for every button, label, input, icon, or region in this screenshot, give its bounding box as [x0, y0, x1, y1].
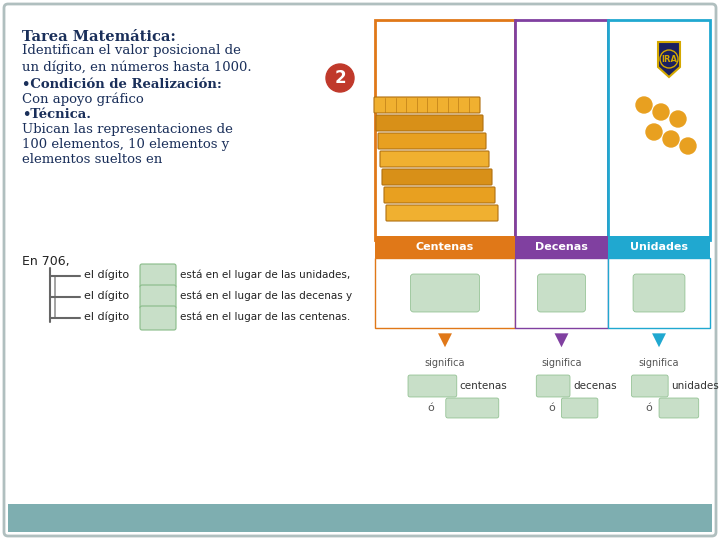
Bar	[608, 20, 710, 240]
Circle shape	[646, 124, 662, 140]
Text: significa: significa	[541, 358, 582, 368]
Text: 2: 2	[334, 69, 346, 87]
Text: Con apoyo gráfico: Con apoyo gráfico	[22, 93, 144, 106]
Text: el dígito: el dígito	[84, 291, 129, 301]
Text: significa: significa	[639, 358, 679, 368]
Text: •Técnica.: •Técnica.	[22, 108, 91, 121]
Circle shape	[680, 138, 696, 154]
FancyBboxPatch shape	[538, 274, 585, 312]
FancyBboxPatch shape	[631, 375, 668, 397]
Bar	[515, 258, 608, 328]
Text: Tarea Matemática:: Tarea Matemática:	[22, 30, 176, 44]
FancyBboxPatch shape	[382, 169, 492, 185]
FancyBboxPatch shape	[384, 187, 495, 203]
Circle shape	[670, 111, 686, 127]
Text: IRA: IRA	[661, 55, 677, 64]
FancyBboxPatch shape	[386, 205, 498, 221]
Text: el dígito: el dígito	[84, 270, 129, 280]
FancyBboxPatch shape	[562, 398, 598, 418]
Text: Ubican las representaciones de: Ubican las representaciones de	[22, 123, 233, 136]
Bar	[375, 236, 515, 258]
Bar	[515, 20, 608, 240]
FancyBboxPatch shape	[374, 97, 480, 113]
FancyBboxPatch shape	[140, 306, 176, 330]
Text: ó: ó	[549, 403, 556, 413]
Bar	[608, 258, 710, 328]
Polygon shape	[658, 42, 680, 77]
FancyBboxPatch shape	[140, 264, 176, 288]
Text: Decenas: Decenas	[535, 242, 588, 252]
Bar	[608, 236, 710, 258]
Text: centenas: centenas	[460, 381, 508, 391]
FancyBboxPatch shape	[380, 151, 489, 167]
Bar	[375, 20, 515, 240]
FancyBboxPatch shape	[376, 115, 483, 131]
Bar	[515, 236, 608, 258]
FancyBboxPatch shape	[659, 398, 698, 418]
Text: el dígito: el dígito	[84, 312, 129, 322]
FancyBboxPatch shape	[378, 133, 486, 149]
FancyBboxPatch shape	[408, 375, 456, 397]
Text: está en el lugar de las unidades,: está en el lugar de las unidades,	[180, 270, 350, 280]
Text: unidades: unidades	[671, 381, 719, 391]
Text: elementos sueltos en: elementos sueltos en	[22, 153, 162, 166]
Text: Centenas: Centenas	[416, 242, 474, 252]
FancyBboxPatch shape	[410, 274, 480, 312]
Circle shape	[663, 131, 679, 147]
Text: ó: ó	[645, 403, 652, 413]
Text: un dígito, en números hasta 1000.: un dígito, en números hasta 1000.	[22, 60, 251, 73]
Text: Identifican el valor posicional de: Identifican el valor posicional de	[22, 44, 241, 57]
Circle shape	[653, 104, 669, 120]
FancyBboxPatch shape	[633, 274, 685, 312]
Bar	[8, 504, 712, 532]
Text: 100 elementos, 10 elementos y: 100 elementos, 10 elementos y	[22, 138, 229, 151]
Text: ó: ó	[428, 403, 434, 413]
Circle shape	[636, 97, 652, 113]
Text: Unidades: Unidades	[630, 242, 688, 252]
FancyBboxPatch shape	[446, 398, 499, 418]
Text: está en el lugar de las centenas.: está en el lugar de las centenas.	[180, 312, 350, 322]
Circle shape	[326, 64, 354, 92]
Text: decenas: decenas	[573, 381, 616, 391]
FancyBboxPatch shape	[536, 375, 570, 397]
Text: •Condición de Realización:: •Condición de Realización:	[22, 78, 222, 91]
FancyBboxPatch shape	[4, 4, 716, 536]
Text: En 706,: En 706,	[22, 255, 70, 268]
Bar	[375, 258, 515, 328]
Text: significa: significa	[425, 358, 465, 368]
FancyBboxPatch shape	[140, 285, 176, 309]
Text: está en el lugar de las decenas y: está en el lugar de las decenas y	[180, 291, 352, 301]
